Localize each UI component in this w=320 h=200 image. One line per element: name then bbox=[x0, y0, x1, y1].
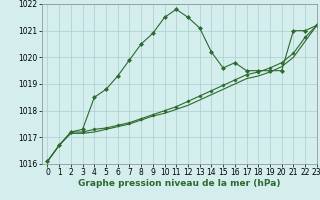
X-axis label: Graphe pression niveau de la mer (hPa): Graphe pression niveau de la mer (hPa) bbox=[78, 179, 280, 188]
